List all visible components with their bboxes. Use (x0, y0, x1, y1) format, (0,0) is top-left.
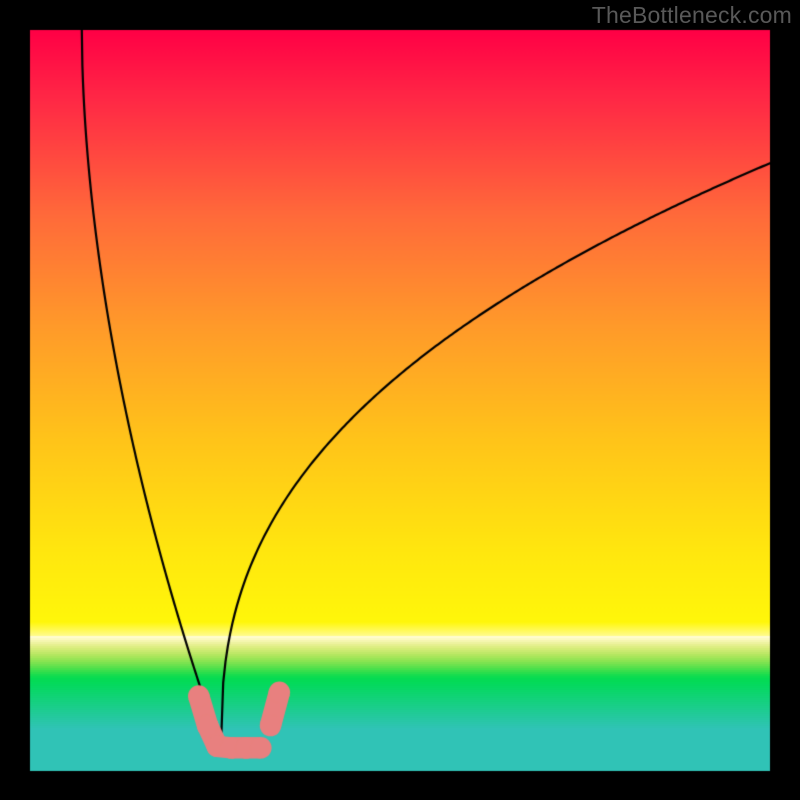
chart-stage: TheBottleneck.com (0, 0, 800, 800)
watermark-text: TheBottleneck.com (592, 2, 792, 29)
bottleneck-chart-canvas (0, 0, 800, 800)
